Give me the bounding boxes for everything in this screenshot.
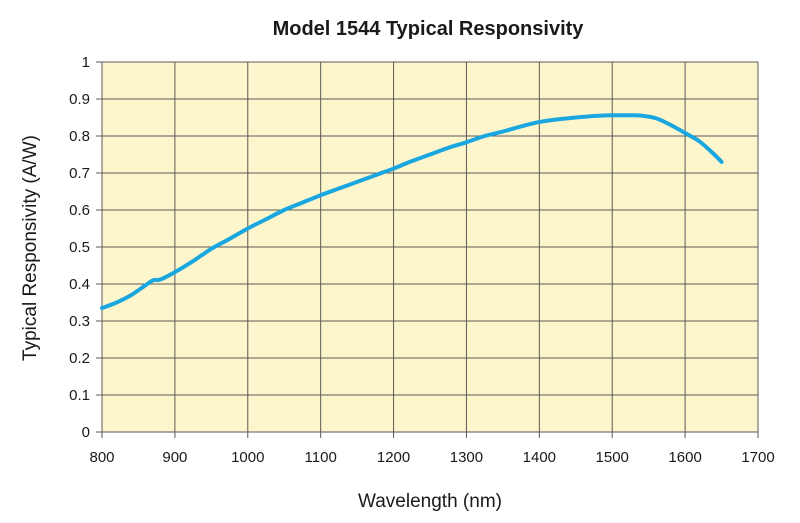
series-layer	[100, 113, 724, 311]
y-axis-ticks: 0 0.1 0.2 0.3 0.4 0.5 0.6 0.7 0.8 0.9 1	[69, 54, 90, 441]
y-tick-label: 0.4	[69, 276, 90, 293]
responsivity-line	[100, 113, 724, 311]
y-tick-label: 0.3	[69, 313, 90, 330]
y-tick-label: 0.9	[69, 91, 90, 108]
x-tick-label: 900	[162, 449, 187, 466]
x-tick-label: 1700	[741, 449, 774, 466]
y-tick-label: 0.5	[69, 239, 90, 256]
y-tick-label: 0.2	[69, 350, 90, 367]
y-axis-label: Typical Responsivity (A/W)	[20, 135, 41, 361]
grid	[96, 61, 759, 438]
x-tick-label: 800	[89, 449, 114, 466]
x-tick-label: 1500	[596, 449, 629, 466]
chart-title: Model 1544 Typical Responsivity	[273, 18, 585, 40]
y-tick-label: 1	[82, 54, 90, 71]
x-tick-label: 1100	[305, 449, 337, 466]
x-tick-label: 1400	[523, 449, 556, 466]
y-tick-label: 0.1	[69, 387, 90, 404]
y-tick-label: 0.7	[69, 165, 90, 182]
x-tick-label: 1200	[377, 449, 410, 466]
x-tick-label: 1000	[231, 449, 264, 466]
x-tick-label: 1300	[450, 449, 483, 466]
x-tick-label: 1600	[668, 449, 701, 466]
x-axis-ticks: 800 900 1000 1100 1200 1300 1400 1500 1600 1700	[89, 449, 774, 466]
y-tick-label: 0.8	[69, 128, 90, 145]
y-tick-label: 0.6	[69, 202, 90, 219]
y-tick-label: 0	[82, 424, 90, 441]
x-axis-label: Wavelength (nm)	[358, 491, 502, 512]
